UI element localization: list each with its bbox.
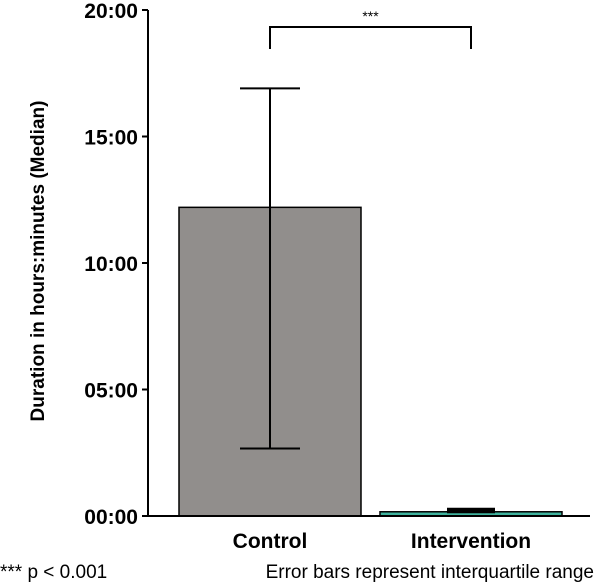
x-axis-labels: Control Intervention: [233, 530, 531, 553]
x-tick-label: Control: [233, 530, 308, 553]
y-tick-label: 00:00: [84, 506, 138, 529]
bars: [178, 206, 563, 517]
y-axis-ticks: 00:00 05:00 10:00 15:00 20:00: [84, 0, 148, 529]
error-bars: [240, 87, 495, 514]
y-axis-title: Duration in hours:minutes (Median): [28, 101, 49, 422]
significance-bracket-line: [269, 26, 472, 49]
footnote-significance: *** p < 0.001: [0, 562, 107, 583]
x-tick-label: Intervention: [411, 530, 531, 553]
footnote-error-bars: Error bars represent interquartile range: [266, 562, 594, 583]
y-tick-label: 20:00: [84, 0, 138, 23]
significance-label: ***: [362, 8, 379, 24]
y-tick-label: 15:00: [84, 127, 138, 150]
significance-bracket: ***: [269, 8, 472, 49]
y-tick-label: 05:00: [84, 380, 138, 403]
y-tick-label: 10:00: [84, 253, 138, 276]
